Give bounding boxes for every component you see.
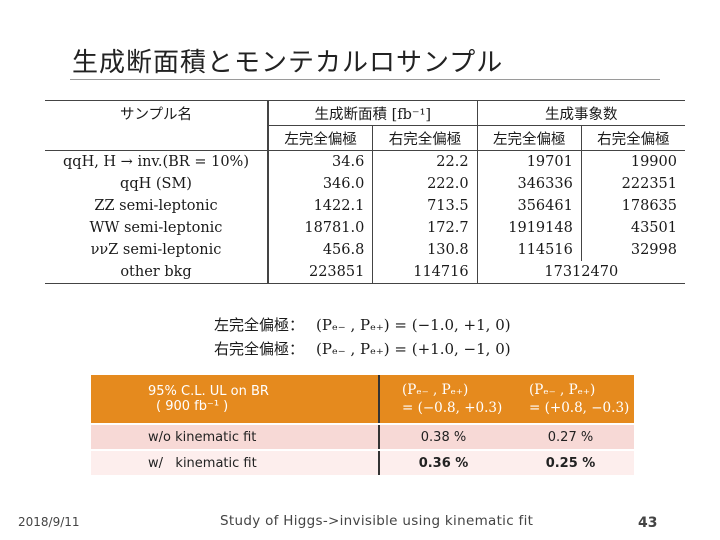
header-sample-name: サンプル名 [45, 100, 268, 126]
xsec-left: 223851 [267, 261, 373, 284]
left-polarization-formula: (Pₑ₋ , Pₑ₊) = (−1.0, +1, 0) [316, 316, 511, 334]
xsec-left: 456.8 [267, 239, 373, 261]
xsec-left: 346.0 [267, 173, 373, 195]
sample-name: other bkg [45, 261, 268, 284]
events-left: 114516 [476, 239, 582, 261]
events-merged: 17312470 [476, 261, 685, 284]
footer-date: 2018/9/11 [18, 515, 80, 529]
page-number: 43 [638, 515, 658, 531]
table-row: qqH (SM) 346.0 222.0 346336 222351 [45, 173, 685, 195]
xsec-right: 222.0 [372, 173, 478, 195]
summary-header-label: 95% C.L. UL on BR ( 900 fb⁻¹ ) [91, 375, 379, 423]
header-cross-section: 生成断面積 [fb⁻¹] [266, 100, 478, 126]
subheader-xsec-left: 左完全偏極 [267, 125, 373, 151]
xsec-right: 22.2 [372, 150, 478, 173]
table-row: w/ kinematic fit 0.36 % 0.25 % [91, 451, 634, 475]
ul-value-pol2: 0.27 % [507, 425, 634, 449]
table-row: qqH, H → inv.(BR = 10%) 34.6 22.2 19701 … [45, 150, 685, 173]
xsec-left: 18781.0 [267, 217, 373, 239]
fit-label: w/o kinematic fit [91, 425, 379, 449]
upper-limit-table: 95% C.L. UL on BR ( 900 fb⁻¹ ) (Pₑ₋ , Pₑ… [91, 375, 634, 475]
right-polarization-label: 右完全偏極： [214, 340, 305, 358]
xsec-left: 34.6 [267, 150, 373, 173]
xsec-right: 130.8 [372, 239, 478, 261]
xsec-left: 1422.1 [267, 195, 373, 217]
subheader-events-right: 右完全偏極 [580, 125, 685, 151]
sample-table: サンプル名 生成断面積 [fb⁻¹] 生成事象数 左完全偏極 右完全偏極 左完全… [45, 100, 685, 284]
sample-name: ννZ semi-leptonic [90, 242, 222, 258]
events-right: 19900 [580, 150, 685, 173]
slide-title: 生成断面積とモンテカルロサンプル [72, 48, 504, 78]
right-polarization-formula: (Pₑ₋ , Pₑ₊) = (+1.0, −1, 0) [316, 340, 511, 358]
events-right: 222351 [580, 173, 685, 195]
events-right: 32998 [580, 239, 685, 261]
xsec-right: 114716 [372, 261, 478, 284]
xsec-right: 172.7 [372, 217, 478, 239]
sample-name: ZZ semi-leptonic [94, 198, 218, 214]
table-row: ZZ semi-leptonic 1422.1 713.5 356461 178… [45, 195, 685, 217]
table-row: WW semi-leptonic 18781.0 172.7 1919148 4… [45, 217, 685, 239]
events-left: 346336 [476, 173, 582, 195]
table-row: ννZ semi-leptonic 456.8 130.8 114516 329… [45, 239, 685, 261]
left-polarization-label: 左完全偏極： [214, 316, 305, 334]
ul-value-pol1: 0.36 % [377, 451, 508, 475]
subheader-xsec-right: 右完全偏極 [372, 125, 478, 151]
summary-header-pol1: (Pₑ₋ , Pₑ₊) = (−0.8, +0.3) [377, 375, 508, 423]
events-left: 19701 [476, 150, 582, 173]
left-polarization-definition: 左完全偏極： (Pₑ₋ , Pₑ₊) = (−1.0, +1, 0) [214, 314, 511, 335]
fit-label: w/ kinematic fit [91, 451, 379, 475]
table-row: w/o kinematic fit 0.38 % 0.27 % [91, 425, 634, 449]
events-left: 356461 [476, 195, 582, 217]
subheader-events-left: 左完全偏極 [476, 125, 582, 151]
title-divider [70, 79, 660, 80]
sample-name: WW semi-leptonic [89, 220, 223, 236]
header-event-count: 生成事象数 [476, 100, 685, 126]
xsec-right: 713.5 [372, 195, 478, 217]
table-row: other bkg 223851 114716 17312470 [45, 261, 685, 284]
ul-value-pol2: 0.25 % [507, 451, 634, 475]
events-left: 1919148 [476, 217, 582, 239]
sample-name: qqH, H → inv.(BR = 10%) [45, 150, 268, 173]
sample-name: qqH (SM) [120, 176, 192, 192]
right-polarization-definition: 右完全偏極： (Pₑ₋ , Pₑ₊) = (+1.0, −1, 0) [214, 338, 511, 359]
summary-header-pol2: (Pₑ₋ , Pₑ₊) = (+0.8, −0.3) [507, 375, 634, 423]
ul-value-pol1: 0.38 % [377, 425, 508, 449]
events-right: 178635 [580, 195, 685, 217]
footer-title: Study of Higgs->invisible using kinemati… [220, 513, 534, 529]
events-right: 43501 [580, 217, 685, 239]
